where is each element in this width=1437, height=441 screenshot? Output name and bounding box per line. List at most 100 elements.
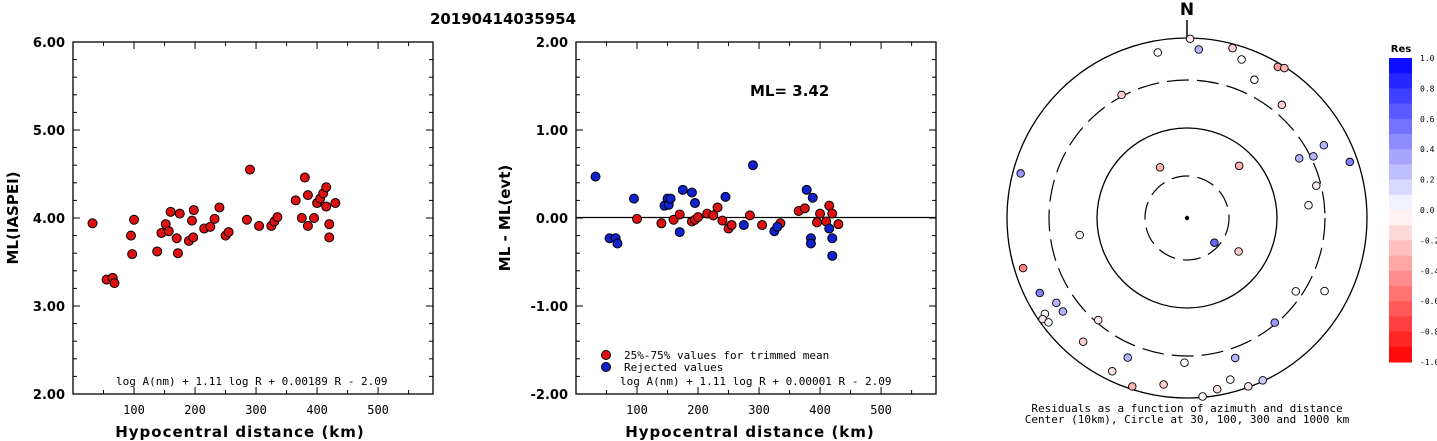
x-tick-label: 500: [367, 403, 389, 417]
y-tick-label: 4.00: [33, 212, 65, 227]
data-point: [272, 212, 283, 223]
station-residual-marker: [1210, 238, 1219, 247]
legend-trimmed-marker: [601, 350, 611, 360]
data-point: [171, 233, 182, 244]
colorbar-cells: [1389, 58, 1412, 363]
trimmed-point: [656, 218, 667, 229]
data-point: [129, 214, 140, 225]
colorbar-tick-label: 0.2: [1420, 176, 1435, 185]
colorbar-cell: [1389, 255, 1412, 272]
station-residual-marker: [1093, 315, 1103, 325]
y-tick-label: 2.00: [33, 388, 65, 403]
rejected-point: [824, 223, 835, 234]
magnitude-vs-distance-plot: 100 200 300 400 500 2.00 3.00 4.00 5.00 6.00 ML(I…: [4, 36, 434, 441]
rejected-point: [807, 192, 818, 203]
colorbar-cell: [1389, 88, 1412, 105]
data-point: [209, 213, 220, 224]
colorbar-cell: [1389, 103, 1412, 120]
colorbar-tick-label: -1.0: [1420, 358, 1437, 367]
trimmed-point: [726, 220, 737, 231]
residual-vs-distance-plot: 100 200 300 400 500 -2.00 -1.00 0.00 1.00 2.00 ML…: [496, 36, 937, 441]
station-residual-marker: [1234, 161, 1244, 171]
data-point: [127, 249, 138, 260]
data-point: [205, 221, 216, 232]
x-tick-label: 400: [306, 403, 328, 417]
plot2-points: [590, 160, 844, 261]
colorbar-tick-label: 0.6: [1420, 115, 1435, 124]
colorbar-labels: 1.0 0.8 0.6 0.4 0.2 0.0 -0.2 -0.4 -0.6 -0.8 -1.0: [1420, 54, 1437, 367]
colorbar-tick-label: 0.8: [1420, 84, 1435, 93]
data-point: [321, 201, 332, 212]
station-residual-marker: [1230, 353, 1240, 363]
station-residual-marker: [1016, 169, 1025, 178]
rejected-point: [805, 238, 816, 249]
station-residual-marker: [1212, 384, 1222, 394]
y-tick-label: 2.00: [536, 36, 568, 51]
station-residual-marker: [1044, 318, 1053, 327]
y-tick-label: 0.00: [536, 212, 568, 227]
plot1-ylabel: ML(IASPEI): [4, 171, 22, 264]
data-point: [174, 208, 185, 219]
polar-caption-line2: Center (10km), Circle at 30, 100, 300 an…: [1025, 413, 1350, 426]
station-residual-marker: [1052, 298, 1061, 308]
x-tick-label: 300: [748, 403, 770, 417]
data-point: [165, 206, 176, 217]
trimmed-point: [833, 219, 844, 230]
station-residual-marker: [1291, 287, 1301, 296]
station-residual-marker: [1035, 288, 1045, 298]
colorbar-tick-label: -0.6: [1420, 297, 1437, 306]
plot2-xlabel: Hypocentral distance (km): [625, 423, 875, 441]
colorbar-cell: [1389, 286, 1412, 302]
trimmed-point: [717, 215, 728, 226]
colorbar-cell: [1389, 346, 1412, 363]
data-point: [188, 205, 199, 216]
legend-rejected-label: Rejected values: [624, 361, 723, 374]
colorbar-cell: [1389, 270, 1412, 287]
data-point: [241, 214, 252, 225]
data-point: [330, 198, 341, 209]
data-point: [109, 278, 120, 289]
data-point: [321, 182, 332, 193]
page-title: 20190414035954: [430, 10, 576, 28]
station-residual-marker: [1128, 382, 1137, 391]
trimmed-point: [744, 210, 755, 221]
y-tick-label: 3.00: [33, 300, 65, 315]
data-point: [244, 164, 255, 175]
trimmed-point: [757, 220, 768, 231]
polar-station-points: [1016, 34, 1355, 401]
station-residual-marker: [1258, 376, 1267, 385]
rejected-point: [590, 171, 601, 182]
station-residual-marker: [1107, 367, 1117, 376]
data-point: [87, 218, 98, 229]
rejected-point: [720, 191, 731, 202]
rejected-point: [612, 238, 623, 249]
x-tick-label: 300: [245, 403, 267, 417]
trimmed-point: [812, 217, 823, 228]
trimmed-point: [708, 210, 719, 221]
station-residual-marker: [1244, 382, 1253, 391]
colorbar-cell: [1389, 316, 1412, 333]
north-label: N: [1180, 0, 1194, 20]
station-residual-marker: [1226, 375, 1235, 384]
plot1-ticks: 100 200 300 400 500 2.00 3.00 4.00 5.00 6.00: [33, 36, 433, 417]
station-residual-marker: [1078, 337, 1088, 346]
y-tick-label: -2.00: [531, 388, 568, 403]
plot1-xlabel: Hypocentral distance (km): [115, 423, 365, 441]
rejected-point: [747, 160, 758, 171]
residual-colorbar: Res 1.0 0.8 0.6 0.4 0.2 0.0 -0.2 -0.4 -0.6 -0.8 -1…: [1389, 44, 1437, 367]
legend-trimmed-label: 25%-75% values for trimmed mean: [624, 349, 829, 362]
station-residual-marker: [1304, 200, 1313, 210]
data-point: [309, 213, 320, 223]
data-point: [324, 219, 335, 230]
trimmed-point: [693, 212, 704, 223]
colorbar-cell: [1389, 210, 1412, 226]
colorbar-cell: [1389, 118, 1412, 135]
rejected-point: [827, 233, 838, 244]
data-point: [172, 248, 183, 259]
rejected-point: [738, 220, 749, 231]
data-point: [302, 190, 313, 201]
station-residual-marker: [1185, 34, 1195, 44]
station-residual-marker: [1198, 392, 1207, 401]
colorbar-tick-label: 0.4: [1420, 145, 1435, 154]
colorbar-cell: [1389, 179, 1412, 196]
